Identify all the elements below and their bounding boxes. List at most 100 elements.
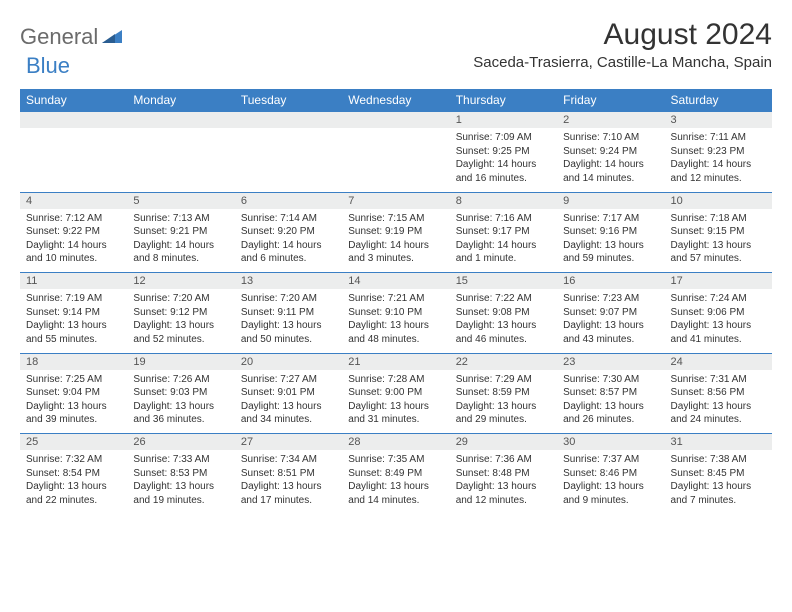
day-info-row: Sunrise: 7:19 AMSunset: 9:14 PMDaylight:… — [20, 289, 772, 353]
daylight-text: Daylight: 13 hours and 9 minutes. — [563, 480, 658, 507]
day-info-row: Sunrise: 7:09 AMSunset: 9:25 PMDaylight:… — [20, 128, 772, 192]
day-number-row: 11121314151617 — [20, 273, 772, 290]
sunset-text: Sunset: 8:48 PM — [456, 467, 551, 481]
daylight-text: Daylight: 13 hours and 59 minutes. — [563, 239, 658, 266]
day-number-cell: 15 — [450, 273, 557, 290]
day-info-cell: Sunrise: 7:32 AMSunset: 8:54 PMDaylight:… — [20, 450, 127, 514]
sunrise-text: Sunrise: 7:30 AM — [563, 373, 658, 387]
day-header: Tuesday — [235, 89, 342, 112]
daylight-text: Daylight: 13 hours and 50 minutes. — [241, 319, 336, 346]
daylight-text: Daylight: 14 hours and 3 minutes. — [348, 239, 443, 266]
sunset-text: Sunset: 9:10 PM — [348, 306, 443, 320]
logo-text-2: Blue — [26, 53, 70, 78]
day-number-cell — [20, 112, 127, 129]
day-info-cell: Sunrise: 7:22 AMSunset: 9:08 PMDaylight:… — [450, 289, 557, 353]
sunrise-text: Sunrise: 7:28 AM — [348, 373, 443, 387]
daylight-text: Daylight: 14 hours and 14 minutes. — [563, 158, 658, 185]
day-number-cell: 30 — [557, 434, 664, 451]
sunset-text: Sunset: 8:59 PM — [456, 386, 551, 400]
day-number-cell: 10 — [665, 192, 772, 209]
day-info-cell: Sunrise: 7:20 AMSunset: 9:11 PMDaylight:… — [235, 289, 342, 353]
day-number-cell: 8 — [450, 192, 557, 209]
day-info-cell: Sunrise: 7:20 AMSunset: 9:12 PMDaylight:… — [127, 289, 234, 353]
day-number-cell: 16 — [557, 273, 664, 290]
sunset-text: Sunset: 8:56 PM — [671, 386, 766, 400]
sunset-text: Sunset: 9:22 PM — [26, 225, 121, 239]
daylight-text: Daylight: 13 hours and 36 minutes. — [133, 400, 228, 427]
day-header: Friday — [557, 89, 664, 112]
day-number-cell: 31 — [665, 434, 772, 451]
day-number-cell — [342, 112, 449, 129]
sunset-text: Sunset: 9:15 PM — [671, 225, 766, 239]
daylight-text: Daylight: 14 hours and 8 minutes. — [133, 239, 228, 266]
day-header: Saturday — [665, 89, 772, 112]
sunrise-text: Sunrise: 7:29 AM — [456, 373, 551, 387]
day-info-row: Sunrise: 7:25 AMSunset: 9:04 PMDaylight:… — [20, 370, 772, 434]
sunset-text: Sunset: 9:06 PM — [671, 306, 766, 320]
day-info-cell — [235, 128, 342, 192]
day-info-cell: Sunrise: 7:33 AMSunset: 8:53 PMDaylight:… — [127, 450, 234, 514]
daylight-text: Daylight: 13 hours and 17 minutes. — [241, 480, 336, 507]
sunrise-text: Sunrise: 7:19 AM — [26, 292, 121, 306]
sunset-text: Sunset: 8:54 PM — [26, 467, 121, 481]
day-info-cell: Sunrise: 7:26 AMSunset: 9:03 PMDaylight:… — [127, 370, 234, 434]
sunset-text: Sunset: 9:14 PM — [26, 306, 121, 320]
sunset-text: Sunset: 8:49 PM — [348, 467, 443, 481]
day-info-cell: Sunrise: 7:28 AMSunset: 9:00 PMDaylight:… — [342, 370, 449, 434]
day-info-cell: Sunrise: 7:34 AMSunset: 8:51 PMDaylight:… — [235, 450, 342, 514]
daylight-text: Daylight: 13 hours and 26 minutes. — [563, 400, 658, 427]
sunrise-text: Sunrise: 7:32 AM — [26, 453, 121, 467]
day-info-cell: Sunrise: 7:16 AMSunset: 9:17 PMDaylight:… — [450, 209, 557, 273]
month-title: August 2024 — [473, 18, 772, 52]
sunset-text: Sunset: 9:11 PM — [241, 306, 336, 320]
daylight-text: Daylight: 13 hours and 57 minutes. — [671, 239, 766, 266]
sunset-text: Sunset: 9:23 PM — [671, 145, 766, 159]
sunset-text: Sunset: 9:17 PM — [456, 225, 551, 239]
day-info-cell: Sunrise: 7:24 AMSunset: 9:06 PMDaylight:… — [665, 289, 772, 353]
daylight-text: Daylight: 13 hours and 55 minutes. — [26, 319, 121, 346]
day-number-cell: 17 — [665, 273, 772, 290]
daylight-text: Daylight: 13 hours and 31 minutes. — [348, 400, 443, 427]
daylight-text: Daylight: 13 hours and 19 minutes. — [133, 480, 228, 507]
day-info-cell: Sunrise: 7:10 AMSunset: 9:24 PMDaylight:… — [557, 128, 664, 192]
daylight-text: Daylight: 14 hours and 12 minutes. — [671, 158, 766, 185]
sunrise-text: Sunrise: 7:15 AM — [348, 212, 443, 226]
day-number-cell: 2 — [557, 112, 664, 129]
day-info-cell: Sunrise: 7:11 AMSunset: 9:23 PMDaylight:… — [665, 128, 772, 192]
day-number-row: 123 — [20, 112, 772, 129]
daylight-text: Daylight: 13 hours and 22 minutes. — [26, 480, 121, 507]
day-number-row: 18192021222324 — [20, 353, 772, 370]
day-info-cell: Sunrise: 7:12 AMSunset: 9:22 PMDaylight:… — [20, 209, 127, 273]
day-number-cell: 6 — [235, 192, 342, 209]
daylight-text: Daylight: 13 hours and 24 minutes. — [671, 400, 766, 427]
day-info-cell: Sunrise: 7:18 AMSunset: 9:15 PMDaylight:… — [665, 209, 772, 273]
sunrise-text: Sunrise: 7:24 AM — [671, 292, 766, 306]
day-number-cell: 27 — [235, 434, 342, 451]
day-info-cell: Sunrise: 7:27 AMSunset: 9:01 PMDaylight:… — [235, 370, 342, 434]
sunrise-text: Sunrise: 7:27 AM — [241, 373, 336, 387]
sunset-text: Sunset: 9:04 PM — [26, 386, 121, 400]
sunset-text: Sunset: 9:21 PM — [133, 225, 228, 239]
day-number-row: 25262728293031 — [20, 434, 772, 451]
location-text: Saceda-Trasierra, Castille-La Mancha, Sp… — [473, 54, 772, 71]
sunrise-text: Sunrise: 7:26 AM — [133, 373, 228, 387]
day-info-cell: Sunrise: 7:35 AMSunset: 8:49 PMDaylight:… — [342, 450, 449, 514]
day-number-cell: 29 — [450, 434, 557, 451]
day-info-cell: Sunrise: 7:31 AMSunset: 8:56 PMDaylight:… — [665, 370, 772, 434]
day-header: Wednesday — [342, 89, 449, 112]
day-header: Sunday — [20, 89, 127, 112]
sunrise-text: Sunrise: 7:18 AM — [671, 212, 766, 226]
daylight-text: Daylight: 13 hours and 12 minutes. — [456, 480, 551, 507]
sunset-text: Sunset: 8:53 PM — [133, 467, 228, 481]
daylight-text: Daylight: 14 hours and 10 minutes. — [26, 239, 121, 266]
day-info-cell: Sunrise: 7:15 AMSunset: 9:19 PMDaylight:… — [342, 209, 449, 273]
day-info-cell: Sunrise: 7:25 AMSunset: 9:04 PMDaylight:… — [20, 370, 127, 434]
sunrise-text: Sunrise: 7:11 AM — [671, 131, 766, 145]
day-info-cell: Sunrise: 7:19 AMSunset: 9:14 PMDaylight:… — [20, 289, 127, 353]
sunrise-text: Sunrise: 7:38 AM — [671, 453, 766, 467]
day-number-cell: 20 — [235, 353, 342, 370]
sunset-text: Sunset: 9:25 PM — [456, 145, 551, 159]
day-info-cell: Sunrise: 7:13 AMSunset: 9:21 PMDaylight:… — [127, 209, 234, 273]
day-number-cell: 24 — [665, 353, 772, 370]
day-info-cell — [342, 128, 449, 192]
